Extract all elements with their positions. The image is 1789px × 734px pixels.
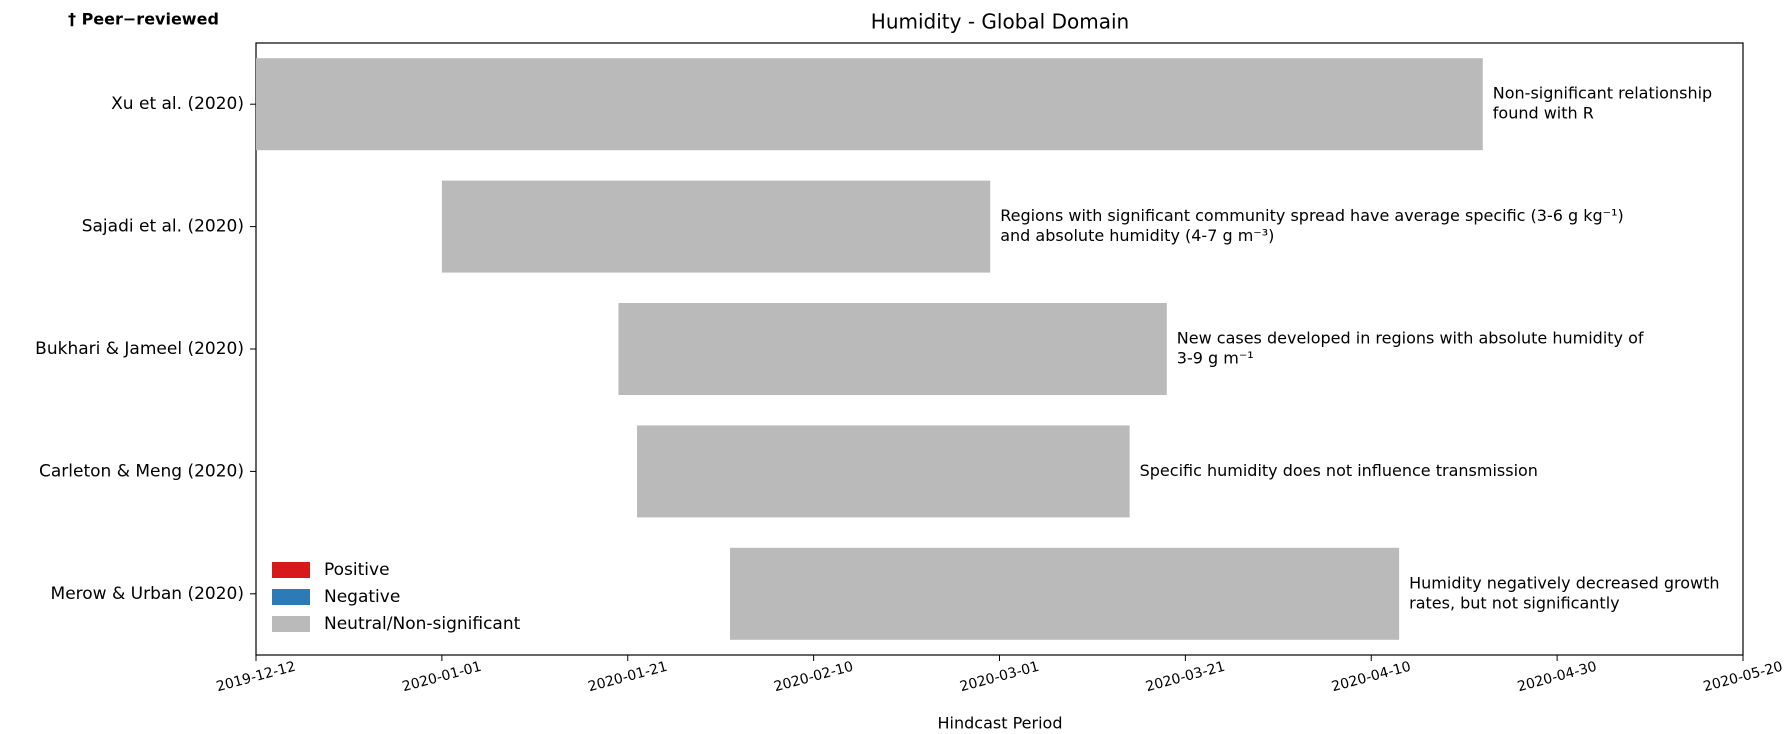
annotation: rates, but not significantly <box>1409 593 1619 612</box>
y-tick-label: Sajadi et al. (2020) <box>82 217 244 237</box>
bar <box>618 303 1167 395</box>
chart-title: Humidity - Global Domain <box>871 10 1129 34</box>
bar <box>637 425 1130 518</box>
annotation: and absolute humidity (4-7 g m⁻³) <box>1000 226 1274 245</box>
legend-label: Positive <box>324 560 390 580</box>
x-tick-label: 2020-05-20 <box>1702 659 1785 696</box>
x-tick-label: 2020-04-30 <box>1516 659 1599 696</box>
legend-swatch <box>272 562 310 578</box>
bar <box>256 58 1483 151</box>
bar <box>729 547 1400 640</box>
annotation: Humidity negatively decreased growth <box>1409 573 1719 592</box>
x-tick-label: 2020-03-21 <box>1144 659 1227 696</box>
legend-label: Negative <box>324 587 400 607</box>
annotation: Non-significant relationship <box>1493 84 1712 103</box>
x-tick-label: 2020-04-10 <box>1330 659 1413 696</box>
annotation: found with R <box>1493 104 1594 123</box>
annotation: 3-9 g m⁻¹ <box>1177 349 1254 368</box>
x-tick-label: 2020-01-01 <box>401 659 484 696</box>
y-tick-label: Merow & Urban (2020) <box>51 584 244 604</box>
legend-label: Neutral/Non-significant <box>324 614 521 634</box>
annotation: New cases developed in regions with abso… <box>1177 329 1644 348</box>
bar <box>441 180 991 273</box>
x-axis-label: Hindcast Period <box>938 714 1063 733</box>
legend-swatch <box>272 616 310 632</box>
annotation: Specific humidity does not influence tra… <box>1140 461 1538 480</box>
y-tick-label: Carleton & Meng (2020) <box>39 461 244 481</box>
x-tick-label: 2020-03-01 <box>958 659 1041 696</box>
x-tick-label: 2020-02-10 <box>772 659 855 696</box>
y-tick-label: Xu et al. (2020) <box>111 94 244 114</box>
x-tick-label: 2019-12-12 <box>215 659 298 696</box>
x-tick-label: 2020-01-21 <box>586 659 669 696</box>
y-tick-label: Bukhari & Jameel (2020) <box>35 339 244 359</box>
legend-swatch <box>272 589 310 605</box>
corner-label: † Peer−reviewed <box>68 10 219 29</box>
annotation: Regions with significant community sprea… <box>1000 206 1624 225</box>
